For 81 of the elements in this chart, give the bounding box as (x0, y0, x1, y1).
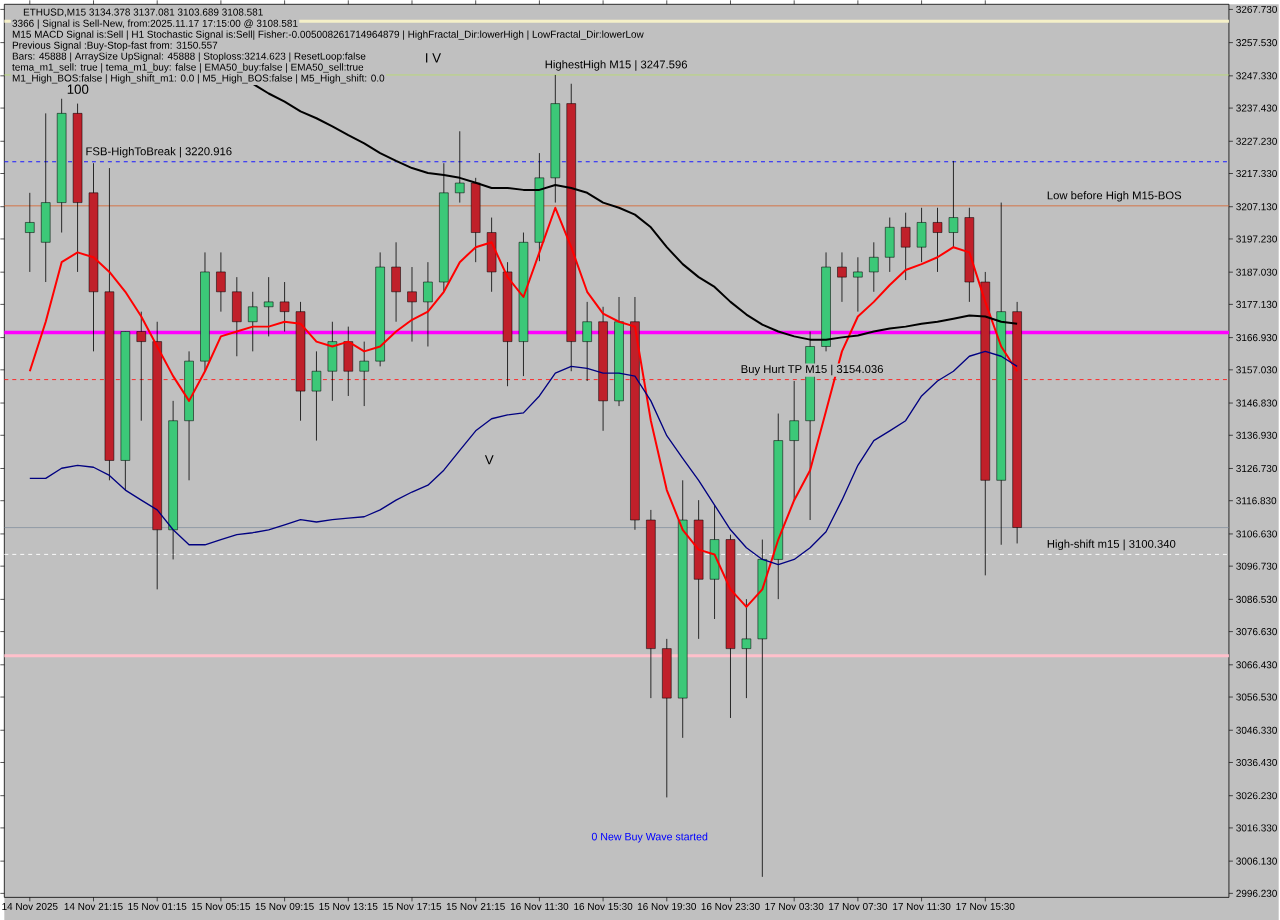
x-tick-label: 16 Nov 23:30 (701, 902, 760, 910)
line-series (29, 350, 1018, 566)
candlestick (932, 207, 943, 273)
y-tick-label: 3136.930 (1236, 431, 1277, 439)
chart-title: ETHUSD,M15 3134.378 3137.081 3103.689 3108.581 (23, 8, 263, 17)
y-tick-label: 3247.330 (1236, 72, 1277, 80)
y-tick-label: 3056.530 (1236, 693, 1277, 701)
candlestick (263, 276, 274, 337)
annotation: I V (426, 53, 441, 63)
y-tick-label: 3166.930 (1236, 333, 1277, 342)
candlestick (359, 341, 369, 407)
y-tick-label: 3187.030 (1236, 268, 1277, 276)
y-tick-label: 3106.630 (1236, 530, 1277, 538)
y-tick-label: 3086.530 (1236, 595, 1277, 603)
candlestick (837, 251, 847, 303)
ref-line-label: FSB-HighToBreak | 3220.916 (86, 146, 232, 158)
x-tick-label: 14 Nov 21:15 (64, 902, 123, 910)
ref-line-label: High-shift m15 | 3100.340 (1047, 539, 1176, 551)
ref-line-label: HighestHigh M15 | 3247.596 (545, 60, 688, 71)
annotation: 100 (67, 84, 89, 94)
y-tick-label: 3006.130 (1236, 857, 1277, 865)
candlestick (423, 261, 433, 347)
candlestick (311, 350, 322, 441)
annotation: 3366 | Signal is Sell-New, from:2025.11.17 17:15:00 @ 3108.581 (12, 19, 298, 29)
y-tick-label: 3227.230 (1236, 137, 1277, 145)
y-tick-label: 3116.830 (1236, 497, 1277, 505)
y-tick-label: 3197.230 (1236, 235, 1277, 243)
y-tick-label: 3157.030 (1236, 366, 1277, 374)
x-tick-label: 17 Nov 07:30 (829, 902, 888, 910)
candlestick (869, 241, 879, 293)
annotation: tema_m1_sell: true | tema_m1_buy: false | EMA50_buy:false | EMA50_sell:true (12, 63, 364, 73)
x-tick-label: 15 Nov 17:15 (383, 902, 442, 910)
x-tick-label: 17 Nov 03:30 (765, 902, 824, 910)
x-tick-label: 15 Nov 09:15 (255, 902, 314, 910)
candlestick (216, 251, 226, 312)
candlestick (279, 281, 290, 332)
candlestick (900, 212, 911, 281)
y-tick-label: 3126.730 (1236, 464, 1277, 472)
candlestick (582, 301, 592, 382)
y-tick-label: 3076.630 (1236, 627, 1277, 635)
y-tick-label: 3046.330 (1236, 726, 1277, 734)
y-tick-label: 3096.730 (1236, 562, 1277, 570)
candlestick (455, 130, 465, 203)
y-tick-label: 3036.430 (1236, 758, 1277, 766)
line-series (28, 206, 1019, 608)
y-tick-label: 3267.730 (1236, 5, 1277, 13)
ref-line-label: Buy Hurt TP M15 | 3154.036 (741, 364, 883, 376)
y-tick-label: 3016.330 (1236, 824, 1277, 832)
annotation: Bars: 45888 | ArraySize UpSignal: 45888 | Stoploss:3214.623 | ResetLoop:false (12, 52, 366, 62)
y-tick-label: 3026.230 (1236, 792, 1277, 800)
x-tick-label: 16 Nov 11:30 (510, 902, 569, 910)
candlestick (741, 598, 752, 699)
x-tick-label: 16 Nov 15:30 (574, 902, 633, 910)
annotation: Previous Signal :Buy-Stop-fast from: 3150.557 (12, 41, 218, 51)
y-tick-label: 3217.330 (1236, 169, 1277, 177)
x-tick-label: 15 Nov 21:15 (446, 902, 505, 910)
y-tick-label: 2996.230 (1236, 889, 1277, 897)
x-tick-label: 17 Nov 15:30 (956, 902, 1015, 910)
x-tick-label: 15 Nov 01:15 (128, 902, 187, 910)
x-tick-label: 16 Nov 19:30 (637, 902, 696, 910)
candlestick (853, 256, 863, 312)
y-tick-label: 3207.130 (1236, 203, 1277, 211)
y-tick-label: 3257.530 (1236, 38, 1277, 47)
annotation: 0 New Buy Wave started (591, 832, 708, 843)
x-tick-label: 14 Nov 2025 (2, 902, 58, 910)
y-tick-label: 3237.430 (1236, 104, 1277, 112)
annotation: M1_High_BOS:false | High_shift_m1: 0.0 | M5_High_BOS:false | M5_High_shift: 0.0 (12, 74, 385, 84)
y-tick-label: 3066.430 (1236, 661, 1277, 669)
candlestick (248, 291, 258, 352)
annotation: V (484, 455, 494, 465)
candlestick (407, 266, 417, 342)
annotation: M15 MACD Signal is:Sell | H1 Stochastic Signal is:Sell| Fisher:-0.005008261714964879 | HighFractal_Dir:lowerHigh | LowFractal_Dir:lowerLow (12, 30, 644, 40)
ref-line-label: Low before High M15-BOS (1047, 190, 1182, 202)
x-tick-label: 17 Nov 11:30 (893, 902, 951, 910)
y-tick-label: 3177.130 (1236, 300, 1277, 308)
candlestick (25, 192, 35, 273)
x-tick-label: 15 Nov 05:15 (192, 902, 251, 910)
y-tick-label: 3146.830 (1236, 399, 1277, 407)
x-tick-label: 15 Nov 13:15 (319, 902, 378, 910)
candlestick (136, 311, 146, 421)
candlestick (948, 160, 959, 248)
